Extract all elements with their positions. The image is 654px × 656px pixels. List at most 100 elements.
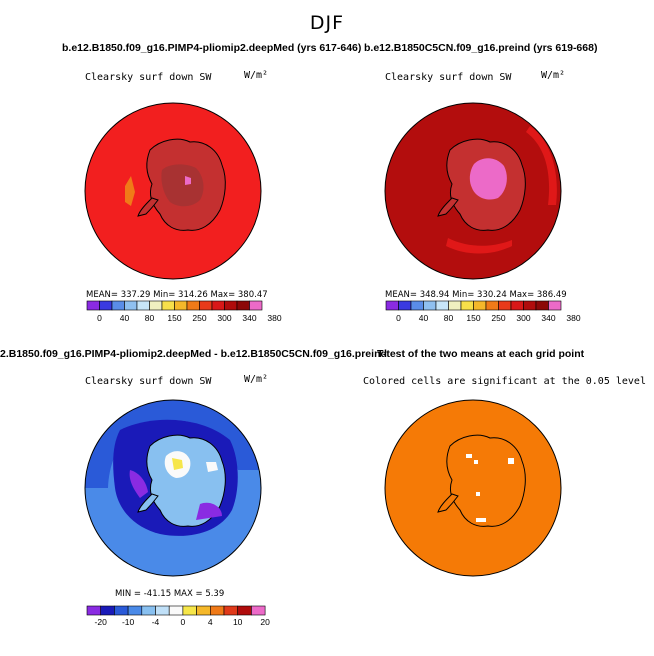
- colorbar-cell: [186, 300, 200, 311]
- panel2-peninsula: [437, 197, 459, 217]
- colorbar-cell: [251, 605, 266, 616]
- panel4-title: T-test of the two means at each grid poi…: [377, 348, 585, 360]
- panel1-colorbar: [86, 300, 263, 311]
- panel4-subtitle: Colored cells are significant at the 0.0…: [363, 376, 646, 387]
- panel1-max-spot: [185, 176, 191, 185]
- colorbar-cell: [100, 605, 115, 616]
- colorbar-tick-label: 80: [443, 313, 454, 323]
- panel3-positive-spot: [172, 458, 183, 470]
- panel3-title: 2.B1850.f09_g16.PIMP4-pliomip2.deepMed -…: [0, 348, 387, 360]
- colorbar-tick-label: -4: [151, 617, 160, 627]
- colorbar-tick-label: 250: [491, 313, 506, 323]
- colorbar-cell: [111, 300, 125, 311]
- panel4-antarctica: [446, 434, 526, 527]
- colorbar-tick-label: 250: [192, 313, 207, 323]
- panel4-map-border: [384, 399, 562, 577]
- panel3-peninsula: [137, 493, 159, 513]
- panel1-peninsula: [137, 197, 159, 217]
- colorbar-cell: [86, 605, 101, 616]
- page-title: DJF: [309, 12, 345, 34]
- colorbar-cell: [210, 605, 225, 616]
- colorbar-tick-label: 380: [267, 313, 282, 323]
- colorbar-cell: [196, 605, 211, 616]
- panel1-interior-low: [161, 164, 204, 207]
- colorbar-tick-label: 300: [217, 313, 232, 323]
- colorbar-cell: [510, 300, 524, 311]
- colorbar-cell: [435, 300, 449, 311]
- panel2-colorbar: [385, 300, 562, 311]
- colorbar-tick-label: -20: [94, 617, 107, 627]
- panel1-units: W/m²: [244, 70, 269, 81]
- panel1-title: b.e12.B1850.f09_g16.PIMP4-pliomip2.deepM…: [62, 42, 362, 54]
- colorbar-tick-label: 340: [242, 313, 257, 323]
- panel2-map-border: [384, 102, 562, 280]
- colorbar-tick-label: -10: [121, 617, 135, 627]
- colorbar-cell: [141, 605, 156, 616]
- colorbar-cell: [174, 300, 188, 311]
- colorbar-tick-label: 4: [207, 617, 213, 627]
- panel3-white-spot-east: [206, 462, 218, 472]
- panel1-orange-patch: [125, 176, 135, 206]
- panel2-stats: MEAN= 348.94 Min= 330.24 Max= 386.49: [385, 290, 567, 300]
- colorbar-tick-label: 40: [119, 313, 130, 323]
- colorbar-tick-label: 150: [167, 313, 182, 323]
- panel2-max-region: [469, 158, 507, 200]
- panel2-red-band-south: [446, 238, 512, 254]
- colorbar-cell: [86, 300, 100, 311]
- colorbar-cell: [249, 300, 263, 311]
- panel3-units: W/m²: [244, 374, 269, 385]
- colorbar-cell: [199, 300, 213, 311]
- colorbar-tick-label: 380: [566, 313, 581, 323]
- colorbar-cell: [473, 300, 487, 311]
- panel4-insignificant-cell: [476, 492, 480, 496]
- colorbar-tick-label: 150: [466, 313, 481, 323]
- panel4-insignificant-cell: [466, 454, 472, 458]
- colorbar-cell: [224, 300, 238, 311]
- panel3-variable: Clearsky surf down SW: [85, 376, 212, 387]
- panel2-map: [384, 102, 562, 280]
- colorbar-cell: [127, 605, 143, 616]
- colorbar-cell: [448, 300, 462, 311]
- colorbar-cell: [423, 300, 437, 311]
- panel4-insignificant-cell: [474, 460, 478, 464]
- colorbar-cell: [410, 300, 424, 311]
- panel1-stats: MEAN= 337.29 Min= 314.26 Max= 380.47: [86, 290, 268, 300]
- colorbar-cell: [168, 605, 184, 616]
- colorbar-cell: [523, 300, 537, 311]
- panel4-insignificant-cell: [508, 458, 514, 464]
- colorbar-cell: [155, 605, 170, 616]
- panel3-purple-west: [129, 470, 148, 498]
- colorbar-tick-label: 80: [144, 313, 155, 323]
- panel4-peninsula: [437, 493, 459, 513]
- colorbar-cell: [236, 300, 250, 311]
- panel4-insignificant-cell: [476, 518, 486, 522]
- panel4-map: [384, 399, 562, 577]
- colorbar-cell: [485, 300, 499, 311]
- colorbar-tick-label: 0: [396, 313, 401, 323]
- panel3-map-border: [84, 399, 262, 577]
- colorbar-tick-label: 0: [180, 617, 186, 627]
- panel1-variable: Clearsky surf down SW: [85, 72, 212, 83]
- colorbar-tick-label: 0: [97, 313, 102, 323]
- panel2-title: b.e12.B1850C5CN.f09_g16.preind (yrs 619-…: [364, 42, 598, 54]
- colorbar-cell: [182, 605, 197, 616]
- colorbar-tick-label: 20: [260, 617, 270, 627]
- panel3-ring-north: [85, 400, 260, 488]
- colorbar-cell: [535, 300, 549, 311]
- colorbar-cell: [149, 300, 163, 311]
- panel3-purple-east: [196, 502, 222, 520]
- colorbar-tick-label: 10: [232, 617, 243, 627]
- panel2-red-band: [526, 126, 557, 205]
- colorbar-tick-label: 340: [541, 313, 556, 323]
- panel3-stats: MIN = -41.15 MAX = 5.39: [115, 589, 225, 599]
- colorbar-cell: [161, 300, 175, 311]
- colorbar-cell: [136, 300, 150, 311]
- colorbar-cell: [548, 300, 562, 311]
- colorbar-cell: [385, 300, 399, 311]
- colorbar-cell: [124, 300, 138, 311]
- colorbar-cell: [114, 605, 129, 616]
- panel2-units: W/m²: [541, 70, 566, 81]
- colorbar-cell: [498, 300, 512, 311]
- colorbar-cell: [398, 300, 412, 311]
